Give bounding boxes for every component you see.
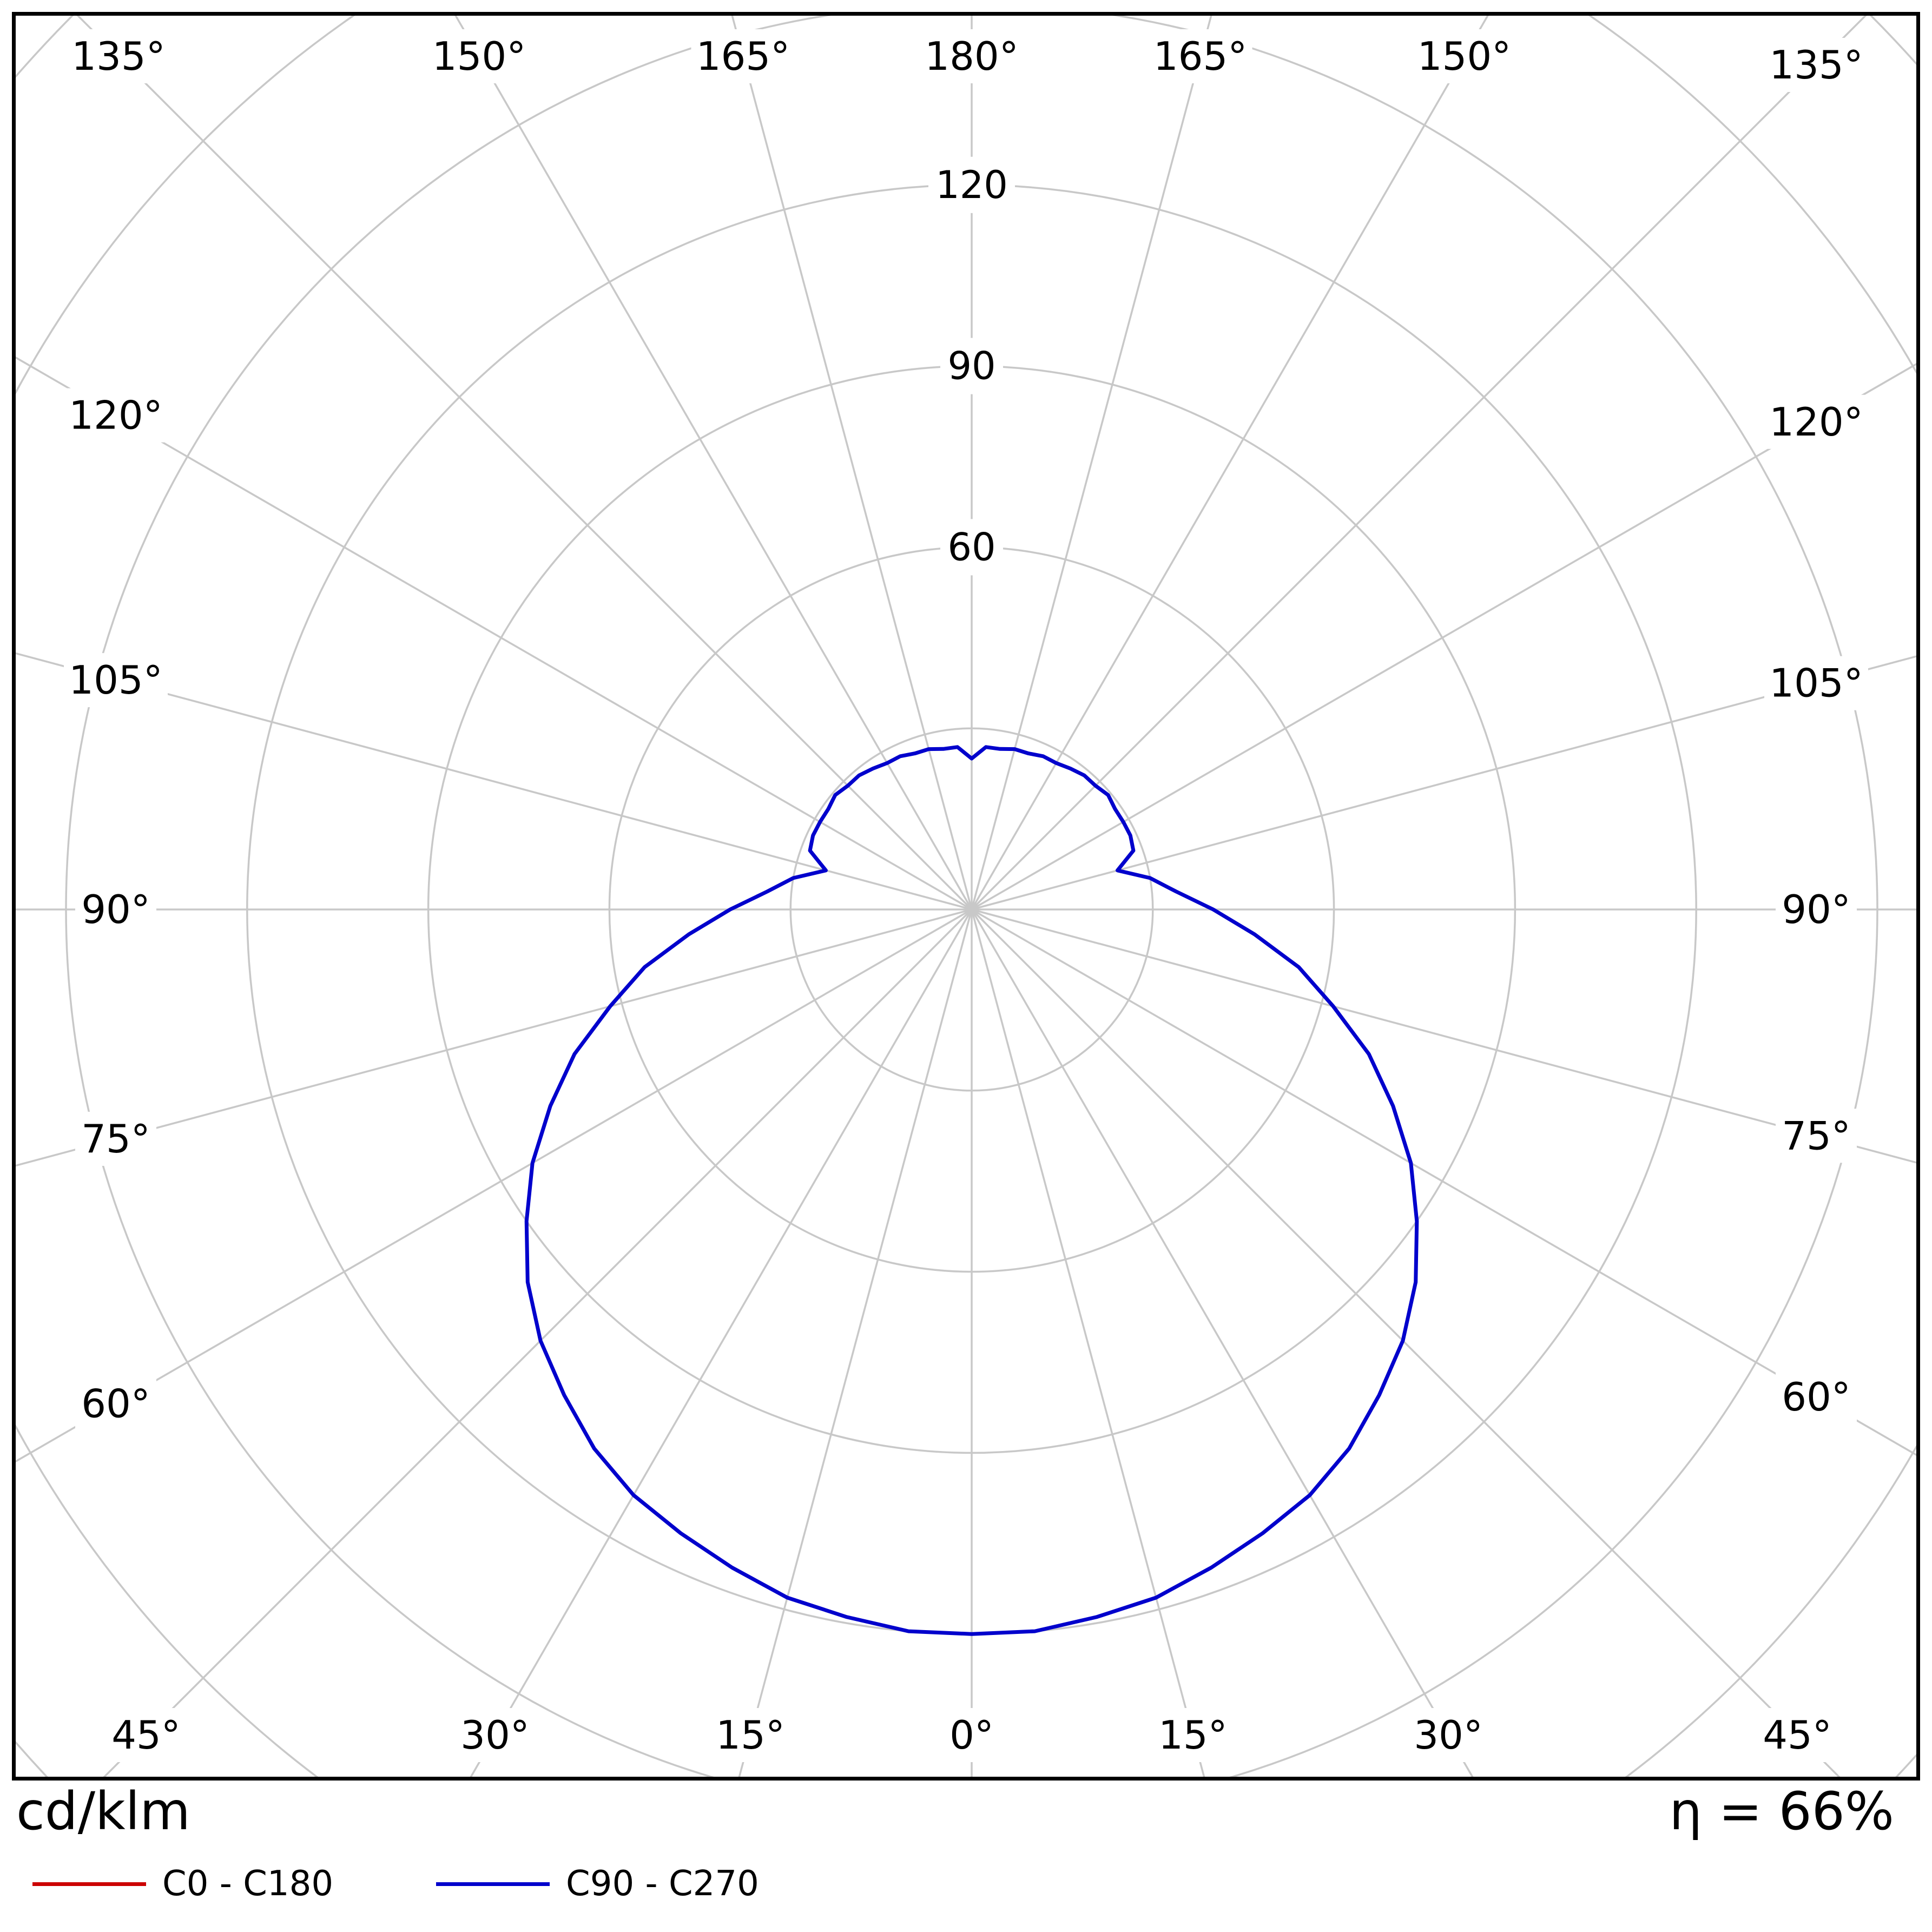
angle-label: 60° [81, 1381, 150, 1426]
angle-label: 165° [1153, 34, 1247, 79]
grid-spoke [971, 362, 1916, 911]
grid-spoke [971, 908, 1916, 1164]
angle-label: 135° [1769, 42, 1863, 88]
grid-spoke [16, 908, 972, 1167]
polar-chart: 0° 15° 15° 30° 30° 45° 45° 60° 60° 75° 75° 90° 90° 10… [16, 16, 1916, 1777]
grid-spoke [16, 652, 972, 911]
grid-spoke [971, 16, 1867, 911]
grid-spoke [76, 16, 973, 911]
angle-label: 30° [1414, 1712, 1483, 1758]
angle-label: 60° [1782, 1374, 1851, 1420]
legend-label-c0-c180: C0 - C180 [162, 1864, 334, 1904]
legend-item-c90-c270: C90 - C270 [436, 1864, 759, 1904]
grid-spoke [103, 908, 973, 1777]
units-label: cd/klm [16, 1781, 190, 1842]
grid-circle [789, 727, 1154, 1092]
angle-label: 180° [925, 34, 1018, 79]
radial-tick-label: 60 [947, 525, 995, 569]
grid-spoke [971, 908, 1916, 1456]
angle-label: 120° [1769, 399, 1863, 445]
grid-spoke [470, 909, 973, 1777]
legend-line-blue [436, 1882, 550, 1886]
angle-label: 105° [1769, 661, 1863, 706]
grid-spoke [16, 356, 972, 911]
grid-spoke [971, 16, 1212, 910]
angle-label: 75° [1782, 1113, 1851, 1158]
grid-spoke [454, 16, 973, 910]
angle-label: 75° [81, 1116, 150, 1162]
grid-spoke [738, 909, 973, 1777]
angle-label: 30° [460, 1712, 530, 1758]
grid-spoke [971, 655, 1916, 911]
curve-c90-c270 [524, 745, 1419, 1636]
angle-label: 0° [949, 1712, 994, 1758]
angle-label: 45° [1763, 1712, 1832, 1758]
angle-label: 150° [432, 34, 526, 79]
angle-label: 120° [69, 393, 162, 438]
legend-item-c0-c180: C0 - C180 [32, 1864, 333, 1904]
grid-spoke [971, 16, 1489, 910]
angle-label: 105° [69, 657, 162, 703]
angle-label: 15° [1158, 1712, 1228, 1758]
angle-label: 90° [81, 887, 150, 932]
legend-line-red [32, 1882, 146, 1886]
polar-chart-frame: 0° 15° 15° 30° 30° 45° 45° 60° 60° 75° 75° 90° 90° 10… [12, 12, 1920, 1781]
efficiency-label: η = 66% [1669, 1781, 1894, 1842]
grid-circle [16, 16, 1916, 1777]
grid-spoke [731, 16, 973, 910]
grid-spoke [16, 908, 972, 1463]
angle-label: 150° [1417, 34, 1511, 79]
angle-label: 45° [111, 1712, 181, 1758]
grid-circle [65, 16, 1878, 1777]
footer: cd/klm η = 66% [16, 1783, 1894, 1841]
radial-tick-label: 120 [935, 163, 1008, 207]
grid-spoke [971, 909, 1474, 1777]
grid-spoke [971, 909, 1205, 1777]
angle-label: 15° [716, 1712, 785, 1758]
legend: C0 - C180 C90 - C270 [32, 1864, 759, 1904]
angle-label: 165° [696, 34, 790, 79]
grid-circle [16, 16, 1916, 1777]
radial-tick-label: 90 [947, 344, 995, 388]
legend-label-c90-c270: C90 - C270 [566, 1864, 759, 1904]
angle-label: 135° [71, 34, 165, 79]
grid-spoke [971, 908, 1841, 1777]
angle-label: 90° [1782, 887, 1851, 932]
